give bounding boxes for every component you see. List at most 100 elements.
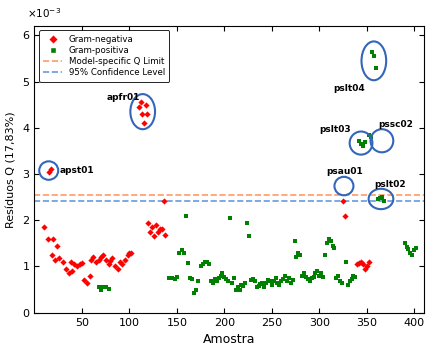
Point — [263, 280, 270, 286]
Point — [306, 279, 313, 284]
Point — [206, 261, 213, 267]
Point — [219, 270, 226, 276]
Point — [365, 259, 372, 265]
Point — [74, 264, 81, 269]
Point — [310, 274, 317, 280]
Point — [377, 195, 384, 201]
Point — [107, 258, 114, 264]
Point — [318, 270, 325, 276]
Point — [178, 247, 185, 253]
Point — [274, 280, 281, 286]
Point — [67, 259, 74, 265]
Point — [346, 279, 353, 284]
Point — [217, 273, 224, 279]
Point — [272, 275, 279, 281]
Point — [138, 111, 145, 117]
Point — [65, 270, 72, 276]
Point — [407, 250, 414, 256]
Point — [253, 285, 260, 290]
Text: apst01: apst01 — [59, 166, 94, 175]
Point — [48, 252, 55, 258]
Text: pslt04: pslt04 — [333, 84, 365, 93]
Point — [284, 279, 291, 284]
Point — [367, 134, 374, 140]
Point — [192, 287, 199, 292]
Point — [265, 277, 271, 283]
Point — [249, 276, 256, 282]
Text: apfr01: apfr01 — [107, 93, 140, 102]
Point — [327, 238, 334, 244]
Point — [50, 236, 57, 241]
Point — [207, 279, 214, 284]
Point — [232, 287, 239, 292]
Point — [62, 266, 69, 271]
Point — [270, 279, 277, 284]
Point — [268, 282, 275, 288]
Point — [77, 261, 84, 267]
Point — [52, 257, 59, 262]
Point — [173, 274, 180, 280]
Point — [378, 194, 385, 200]
Point — [144, 111, 151, 117]
Point — [169, 275, 176, 281]
Point — [312, 270, 319, 276]
Point — [47, 167, 54, 172]
Point — [115, 266, 122, 271]
Point — [403, 244, 410, 250]
Point — [293, 255, 300, 260]
Point — [83, 280, 90, 286]
Point — [350, 273, 357, 279]
Point — [304, 276, 311, 282]
Point — [299, 273, 306, 279]
Point — [365, 132, 372, 138]
Point — [93, 259, 100, 265]
Point — [281, 273, 288, 279]
Point — [316, 273, 323, 279]
Point — [261, 285, 268, 290]
Point — [251, 279, 258, 284]
Point — [358, 259, 365, 265]
Point — [191, 291, 197, 296]
Point — [343, 259, 349, 265]
Point — [124, 252, 131, 258]
Point — [102, 285, 109, 290]
Point — [109, 255, 116, 261]
Point — [156, 227, 163, 232]
Point — [225, 279, 232, 284]
Point — [96, 285, 103, 290]
Point — [112, 264, 119, 269]
Point — [97, 255, 104, 260]
Point — [303, 274, 310, 280]
Point — [197, 264, 204, 269]
Point — [246, 234, 252, 239]
Point — [371, 53, 378, 59]
Point — [162, 232, 169, 238]
Point — [289, 277, 296, 283]
Point — [210, 280, 216, 286]
Point — [211, 276, 218, 282]
Point — [226, 215, 233, 221]
Point — [280, 276, 287, 282]
Point — [105, 261, 112, 267]
Point — [44, 236, 51, 241]
Point — [359, 143, 366, 149]
Point — [244, 220, 251, 225]
Point — [151, 234, 158, 239]
Point — [240, 283, 247, 289]
Point — [308, 275, 315, 281]
Point — [99, 252, 106, 258]
Point — [102, 257, 109, 262]
Point — [118, 261, 125, 267]
Point — [297, 252, 304, 258]
Point — [342, 213, 349, 219]
Point — [362, 139, 368, 144]
Point — [380, 198, 387, 204]
Point — [181, 251, 188, 256]
Point — [105, 286, 112, 292]
Point — [234, 285, 241, 290]
Point — [41, 225, 48, 230]
Point — [339, 280, 346, 286]
Point — [175, 250, 182, 256]
Point — [369, 49, 376, 54]
Point — [116, 259, 123, 265]
